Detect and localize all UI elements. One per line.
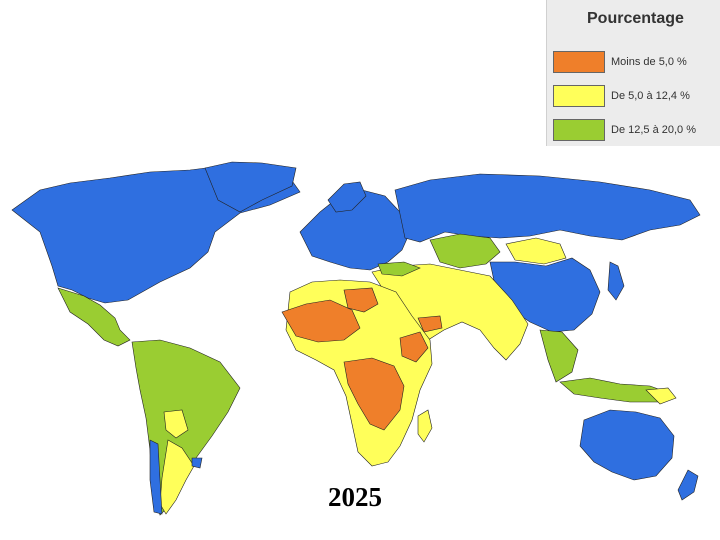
legend-item-mid: De 5,0 à 12,4 % [553,84,690,108]
map-year-label: 2025 [328,482,382,512]
region-chile [149,439,163,515]
legend-title: Pourcentage [587,10,684,27]
region-southeast-asia [539,329,579,383]
legend-swatch-high [553,119,605,141]
region-central-africa [343,357,405,431]
legend-item-high: De 12,5 à 20,0 % [553,118,696,142]
region-kazakhstan [429,233,501,269]
region-central-america [57,287,131,347]
region-greenland [204,161,297,213]
world-map [0,146,720,540]
legend: Pourcentage Moins de 5,0 % De 5,0 à 12,4… [546,0,720,146]
region-scandinavia [327,181,367,213]
region-sahel [281,299,361,343]
legend-label-low: Moins de 5,0 % [611,56,687,68]
region-uruguay [191,457,203,469]
legend-label-mid: De 5,0 à 12,4 % [611,90,690,102]
region-australia [579,409,675,481]
region-libya [343,287,379,313]
legend-swatch-low [553,51,605,73]
legend-swatch-mid [553,85,605,107]
world-map-panel [0,146,720,540]
region-png [645,387,677,405]
region-argentina [159,439,195,515]
region-bolivia [163,409,189,439]
region-turkey [377,261,421,277]
region-russia [394,173,701,243]
legend-item-low: Moins de 5,0 % [553,50,687,74]
region-ethiopia [399,331,429,363]
region-mongolia [505,237,567,265]
region-japan [607,261,625,301]
region-new-zealand [677,469,699,501]
region-yemen [417,315,443,333]
region-madagascar [417,409,433,443]
legend-label-high: De 12,5 à 20,0 % [611,124,697,136]
